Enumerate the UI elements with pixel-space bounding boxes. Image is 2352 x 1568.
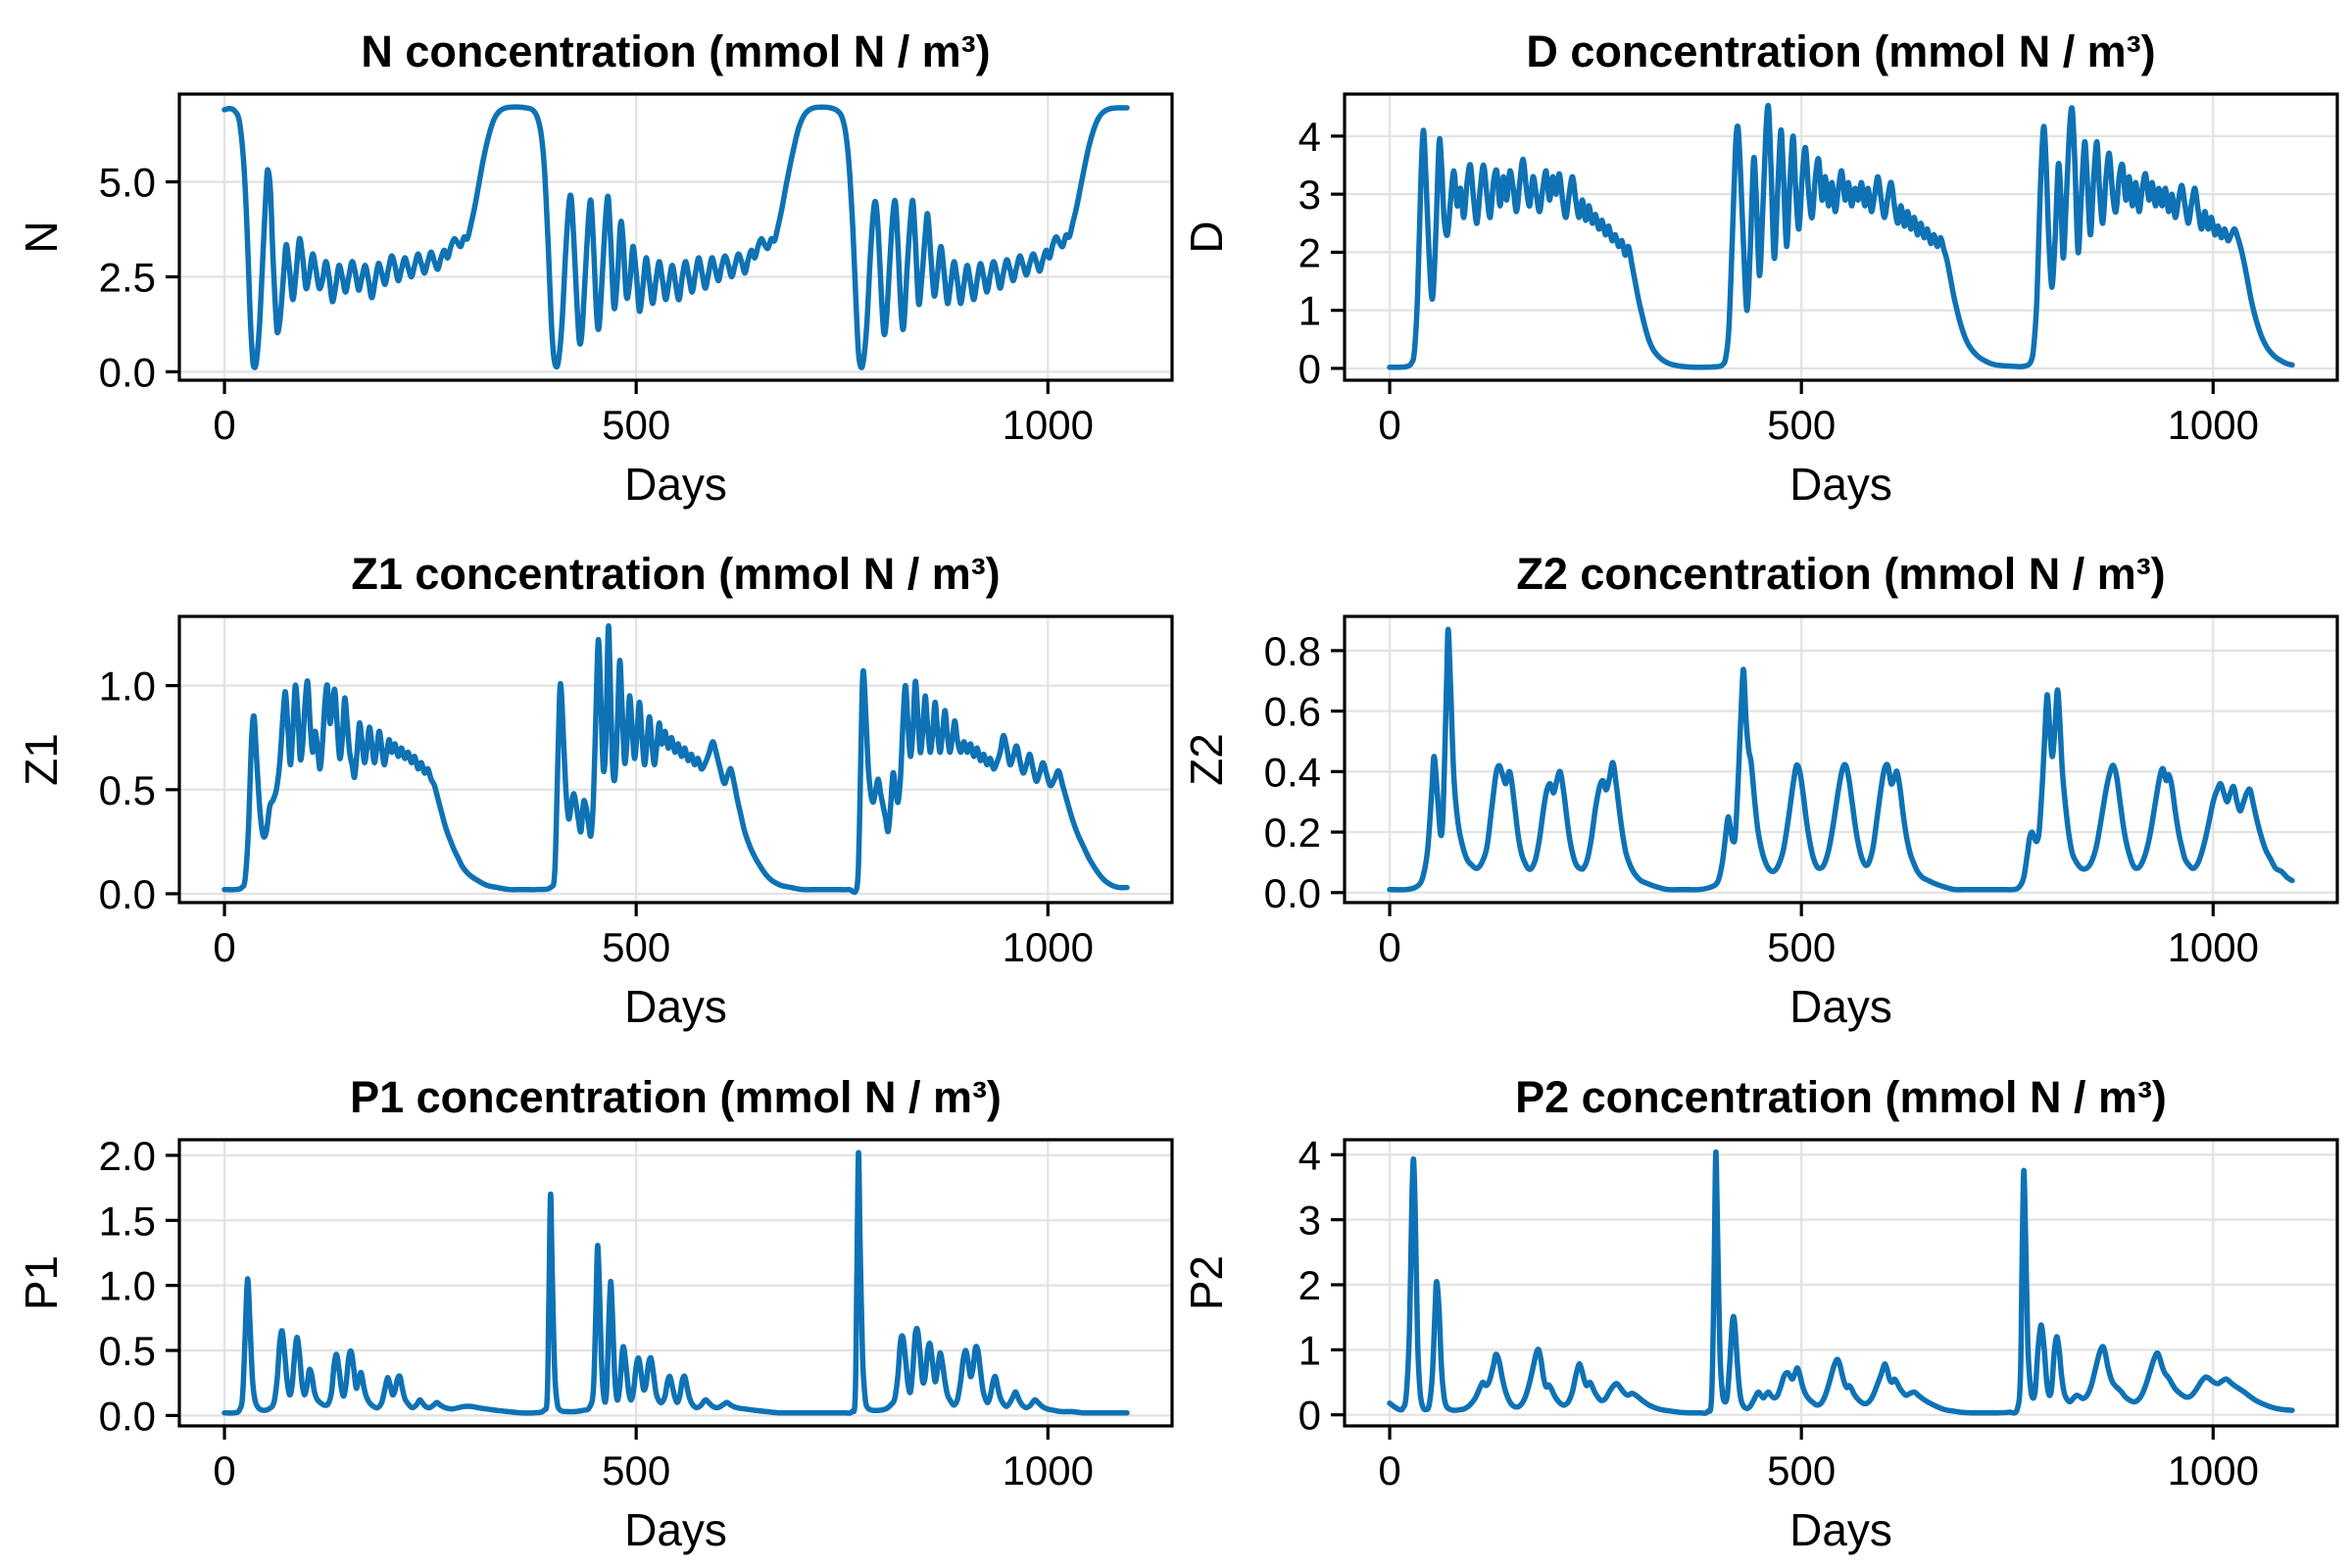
series-line-P2 <box>1387 1149 2295 1416</box>
y-axis-label: N <box>16 220 67 253</box>
x-axis-label: Days <box>624 1504 727 1555</box>
chart-cell-P1: 0 500 1000 0.0 0.5 1.0 1.5 2.0 P1 concentration … <box>0 1046 1176 1568</box>
chart-title-D: D concentration (mmol N / m³) <box>1526 26 2155 76</box>
chart-svg-Z2: 0 500 1000 0.0 0.2 0.4 0.6 0.8 Z2 concentration … <box>1181 549 2339 1032</box>
y-tick-label: 2.5 <box>99 254 156 300</box>
x-axis-label: Days <box>624 459 727 510</box>
y-tick-label: 0.5 <box>99 1328 156 1374</box>
plot-frame <box>177 92 1174 382</box>
y-axis-label: Z2 <box>1181 733 1232 786</box>
chart-cell-D: 0 500 1000 0 1 2 3 4 D concentration (mmol N / m… <box>1176 0 2352 522</box>
plot-frame <box>177 1138 1174 1428</box>
chart-cell-Z1: 0 500 1000 0.0 0.5 1.0 Z1 concentration (mmol … <box>0 522 1176 1045</box>
plot-frame <box>1343 1138 2339 1428</box>
plot-frame <box>1343 614 2339 905</box>
y-tick-label: 2 <box>1298 1262 1321 1308</box>
x-axis-label: Days <box>624 981 727 1032</box>
chart-title-Z2: Z2 concentration (mmol N / m³) <box>1516 549 2165 599</box>
y-tick-label: 0.5 <box>99 767 156 813</box>
y-axis-label: Z1 <box>16 733 67 786</box>
y-tick-label: 4 <box>1298 1132 1321 1178</box>
chart-svg-N: 0 500 1000 0.0 2.5 5.0 N concentration (mmol N… <box>16 26 1174 510</box>
series-line-P1 <box>221 1150 1130 1416</box>
chart-title-Z1: Z1 concentration (mmol N / m³) <box>351 549 1000 599</box>
chart-title-P1: P1 concentration (mmol N / m³) <box>350 1072 1002 1122</box>
x-tick-label: 0 <box>1378 924 1400 970</box>
y-tick-label: 0.0 <box>99 871 156 917</box>
x-tick-label: 0 <box>213 1447 235 1494</box>
y-tick-label: 0.0 <box>99 349 156 395</box>
x-tick-label: 1000 <box>2168 402 2259 448</box>
y-tick-label: 1 <box>1298 1327 1321 1373</box>
series-line-Z2 <box>1387 626 2295 893</box>
y-tick-label: 2.0 <box>99 1133 156 1179</box>
x-tick-label: 500 <box>602 402 670 448</box>
series-line-D <box>1387 103 2295 370</box>
x-tick-label: 500 <box>602 924 670 970</box>
x-axis-label: Days <box>1789 981 1892 1032</box>
y-tick-label: 0.0 <box>99 1393 156 1439</box>
chart-svg-Z1: 0 500 1000 0.0 0.5 1.0 Z1 concentration (mmol … <box>16 549 1174 1032</box>
x-axis-label: Days <box>1789 459 1892 510</box>
chart-svg-P1: 0 500 1000 0.0 0.5 1.0 1.5 2.0 P1 concentration … <box>16 1072 1174 1555</box>
x-tick-label: 0 <box>213 924 235 970</box>
y-tick-label: 0.6 <box>1264 689 1321 735</box>
y-axis-label: D <box>1181 220 1232 253</box>
x-tick-label: 500 <box>1767 1447 1836 1494</box>
y-tick-label: 0.8 <box>1264 628 1321 674</box>
x-tick-label: 1000 <box>2168 924 2259 970</box>
x-axis-label: Days <box>1789 1504 1892 1555</box>
y-tick-label: 0.2 <box>1264 809 1321 856</box>
y-tick-label: 3 <box>1298 172 1321 218</box>
y-axis-label: P2 <box>1181 1255 1232 1310</box>
x-tick-label: 1000 <box>2168 1447 2259 1494</box>
x-tick-label: 0 <box>213 402 235 448</box>
y-tick-label: 2 <box>1298 229 1321 275</box>
x-tick-label: 0 <box>1378 402 1400 448</box>
chart-svg-D: 0 500 1000 0 1 2 3 4 D concentration (mmol N / m… <box>1181 26 2339 510</box>
x-tick-label: 500 <box>602 1447 670 1494</box>
chart-cell-Z2: 0 500 1000 0.0 0.2 0.4 0.6 0.8 Z2 concentration … <box>1176 522 2352 1045</box>
y-tick-label: 1 <box>1298 288 1321 334</box>
y-axis-label: P1 <box>16 1255 67 1310</box>
y-tick-label: 1.0 <box>99 1262 156 1308</box>
chart-cell-P2: 0 500 1000 0 1 2 3 4 P2 concentration (mmol N / … <box>1176 1046 2352 1568</box>
x-tick-label: 1000 <box>1003 1447 1094 1494</box>
plot-frame <box>177 614 1174 905</box>
chart-svg-P2: 0 500 1000 0 1 2 3 4 P2 concentration (mmol N / … <box>1181 1072 2339 1555</box>
series-line-Z1 <box>221 623 1130 896</box>
chart-title-N: N concentration (mmol N / m³) <box>361 26 990 76</box>
x-tick-label: 1000 <box>1003 924 1094 970</box>
chart-title-P2: P2 concentration (mmol N / m³) <box>1515 1072 2167 1122</box>
y-tick-label: 0 <box>1298 346 1321 392</box>
x-tick-label: 1000 <box>1003 402 1094 448</box>
y-tick-label: 1.0 <box>99 663 156 710</box>
x-tick-label: 0 <box>1378 1447 1400 1494</box>
y-tick-label: 0 <box>1298 1392 1321 1438</box>
chart-cell-N: 0 500 1000 0.0 2.5 5.0 N concentration (mmol N… <box>0 0 1176 522</box>
y-tick-label: 3 <box>1298 1197 1321 1243</box>
y-tick-label: 4 <box>1298 114 1321 160</box>
series-line-N <box>221 104 1130 370</box>
y-tick-label: 0.4 <box>1264 750 1321 796</box>
plot-frame <box>1343 92 2339 382</box>
x-tick-label: 500 <box>1767 924 1836 970</box>
y-tick-label: 5.0 <box>99 160 156 206</box>
y-tick-label: 0.0 <box>1264 870 1321 916</box>
y-tick-label: 1.5 <box>99 1198 156 1244</box>
x-tick-label: 500 <box>1767 402 1836 448</box>
